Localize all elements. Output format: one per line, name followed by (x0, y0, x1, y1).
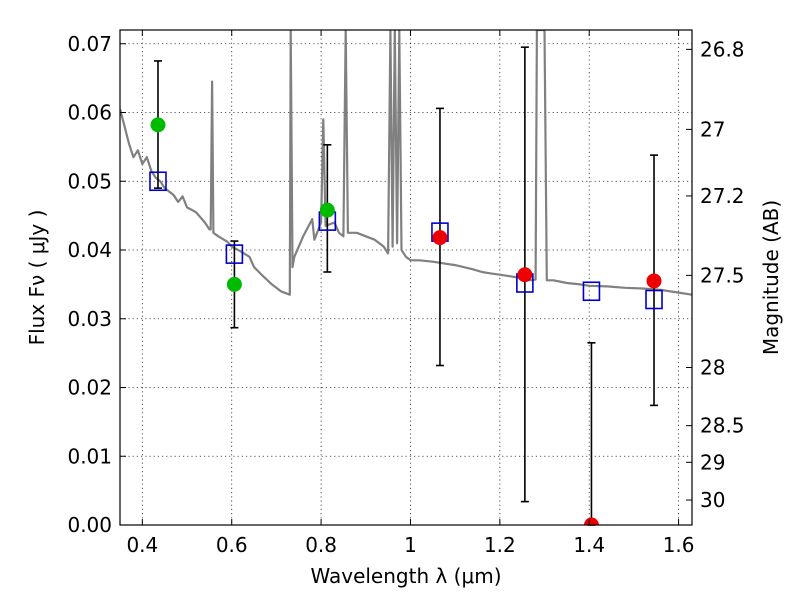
x-tick-label: 1.2 (484, 533, 516, 557)
data-layer (120, 30, 692, 526)
observed-point (150, 117, 166, 133)
x-tick-label: 0.8 (305, 533, 337, 557)
observed-point (646, 273, 662, 289)
model-square (582, 281, 601, 302)
y-axis-title: Flux Fν ( μJy ) (25, 210, 49, 346)
x-axis-title: Wavelength λ (μm) (310, 564, 501, 588)
mag-tick-label: 27.2 (700, 184, 745, 208)
y-tick-label: 0.01 (67, 444, 112, 468)
model-square (149, 171, 167, 192)
mag-tick-label: 29 (700, 450, 725, 474)
observed-point (319, 202, 335, 218)
y-tick-label: 0.00 (67, 513, 112, 537)
mag-tick-label: 26.8 (700, 37, 745, 61)
mag-tick-label: 27.5 (700, 263, 745, 287)
x-tick-label: 1.6 (663, 533, 695, 557)
observed-point (583, 517, 599, 525)
y-tick-label: 0.03 (67, 307, 112, 331)
model-square (645, 289, 663, 310)
y-tick-label: 0.02 (67, 376, 112, 400)
x-tick-label: 0.6 (216, 533, 248, 557)
mag-tick-label: 28 (700, 356, 725, 380)
y-right-axis-title: Magnitude (AB) (759, 200, 783, 355)
model-square (225, 244, 244, 264)
observed-point (517, 267, 533, 283)
observed-point (432, 230, 448, 246)
y-tick-label: 0.07 (67, 32, 112, 56)
y-tick-label: 0.05 (67, 169, 112, 193)
plot-frame (119, 29, 693, 526)
y-tick-label: 0.06 (67, 101, 112, 125)
mag-tick-label: 30 (700, 488, 725, 512)
observed-point (226, 276, 242, 292)
grid-layer (120, 30, 692, 525)
x-tick-label: 1.4 (573, 533, 605, 557)
spectrum-line (120, 30, 692, 296)
x-tick-label: 0.4 (126, 533, 158, 557)
x-tick-label: 1 (404, 533, 417, 557)
mag-tick-label: 27 (700, 117, 725, 141)
tick-layer: 0.4 0.6 0.8 1 1.2 1.4 1.6 0.00 0.01 0.02 0.03 0.04 0… (67, 30, 745, 557)
mag-tick-label: 28.5 (700, 414, 745, 438)
y-tick-label: 0.04 (67, 238, 112, 262)
